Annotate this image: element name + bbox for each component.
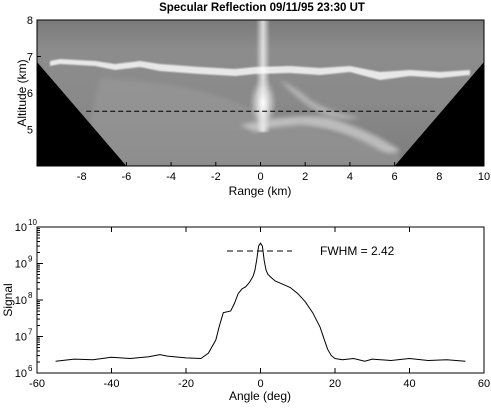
image-x-tick-label: 4 (347, 171, 353, 183)
image-panel: Specular Reflection 09/11/95 23:30 UT -8… (15, 2, 490, 198)
bright-band (240, 116, 400, 153)
image-content (37, 20, 484, 166)
image-x-tick-label: 8 (436, 171, 442, 183)
image-x-axis-label: Range (km) (229, 184, 292, 198)
image-y-tick-label: 5 (27, 125, 33, 137)
signal-x-tick-label: 60 (478, 378, 490, 390)
signal-series-line (55, 242, 466, 362)
specular-core (249, 77, 277, 129)
signal-y-tick-exponent: 7 (28, 328, 33, 337)
signal-x-axis-label: Angle (deg) (229, 389, 291, 403)
image-y-tick-label: 7 (27, 52, 33, 64)
image-x-tick-label: 0 (257, 171, 263, 183)
image-y-axis-label: Altitude (km) (15, 59, 29, 126)
image-y-ticks: 5 6 7 8 (27, 15, 41, 137)
signal-y-tick-label: 10 (15, 222, 27, 234)
image-x-tick-label: 2 (302, 171, 308, 183)
image-y-tick-label: 8 (27, 15, 33, 27)
image-x-tick-label: -2 (211, 171, 221, 183)
image-x-tick-label: 6 (392, 171, 398, 183)
signal-x-tick-label: -40 (104, 378, 120, 390)
diffuse-cloud-region (80, 78, 400, 166)
signal-x-tick-label: -60 (29, 378, 45, 390)
signal-x-tick-label: 20 (329, 378, 341, 390)
signal-y-tick-label: 10 (15, 295, 27, 307)
signal-frame (36, 226, 485, 374)
image-x-tick-label: -8 (77, 171, 87, 183)
mask-wedge-right (394, 61, 484, 166)
signal-y-tick-label: 10 (15, 332, 27, 344)
image-x-tick-label: -6 (122, 171, 132, 183)
signal-x-tick-label: 40 (403, 378, 415, 390)
signal-y-axis-label: Signal (1, 283, 15, 316)
signal-y-tick-label: 10 (15, 259, 27, 271)
signal-y-tick-exponent: 10 (28, 218, 37, 227)
image-x-tick-label: -4 (166, 171, 176, 183)
image-y-tick-label: 6 (27, 88, 33, 100)
signal-x-ticks: -60 -40 -20 0 20 40 60 (29, 227, 490, 390)
signal-y-tick-exponent: 6 (28, 364, 33, 373)
image-x-ticks: -8 -6 -4 -2 0 2 4 6 8 10 (77, 162, 490, 183)
signal-y-tick-exponent: 8 (28, 291, 33, 300)
image-title: Specular Reflection 09/11/95 23:30 UT (159, 2, 365, 14)
mask-wedge-left (37, 61, 127, 166)
image-x-tick-label: 10 (478, 171, 490, 183)
signal-y-tick-label: 10 (15, 368, 27, 380)
signal-y-tick-exponent: 9 (28, 255, 33, 264)
fwhm-annotation: FWHM = 2.42 (320, 244, 395, 258)
signal-x-tick-label: 0 (257, 378, 263, 390)
signal-x-tick-label: -20 (178, 378, 194, 390)
